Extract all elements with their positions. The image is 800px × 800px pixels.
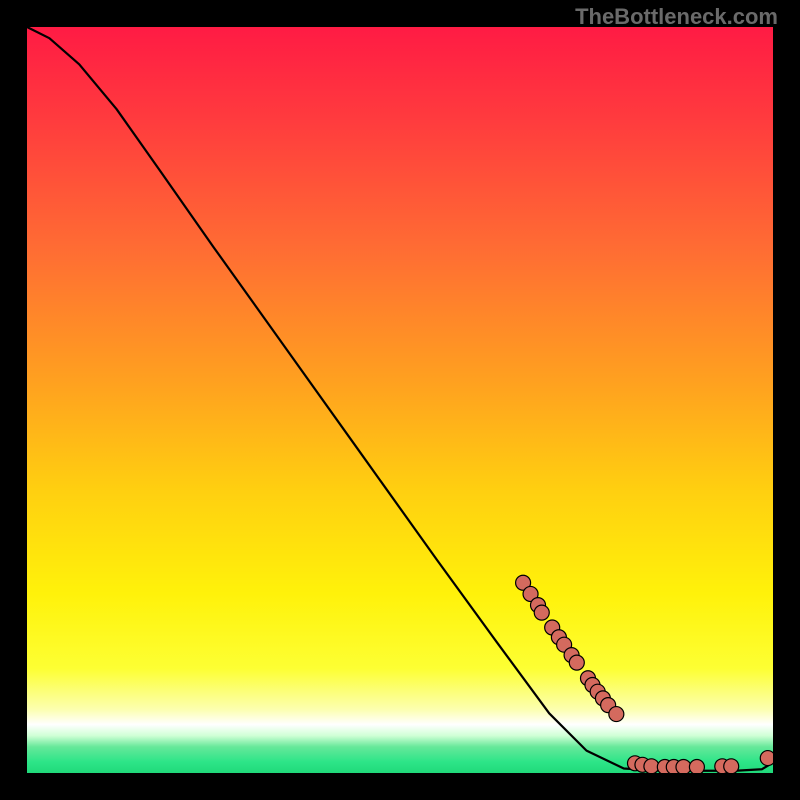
scatter-point <box>569 655 584 670</box>
scatter-point <box>760 751 773 766</box>
scatter-point <box>724 759 739 773</box>
chart-svg <box>27 27 773 773</box>
scatter-point <box>609 707 624 722</box>
scatter-points-group <box>516 575 773 773</box>
bottleneck-curve <box>27 27 773 771</box>
chart-plot-area <box>27 27 773 773</box>
scatter-point <box>534 605 549 620</box>
scatter-point <box>689 760 704 773</box>
scatter-point <box>676 760 691 773</box>
scatter-point <box>644 759 659 773</box>
watermark-text: TheBottleneck.com <box>575 4 778 30</box>
